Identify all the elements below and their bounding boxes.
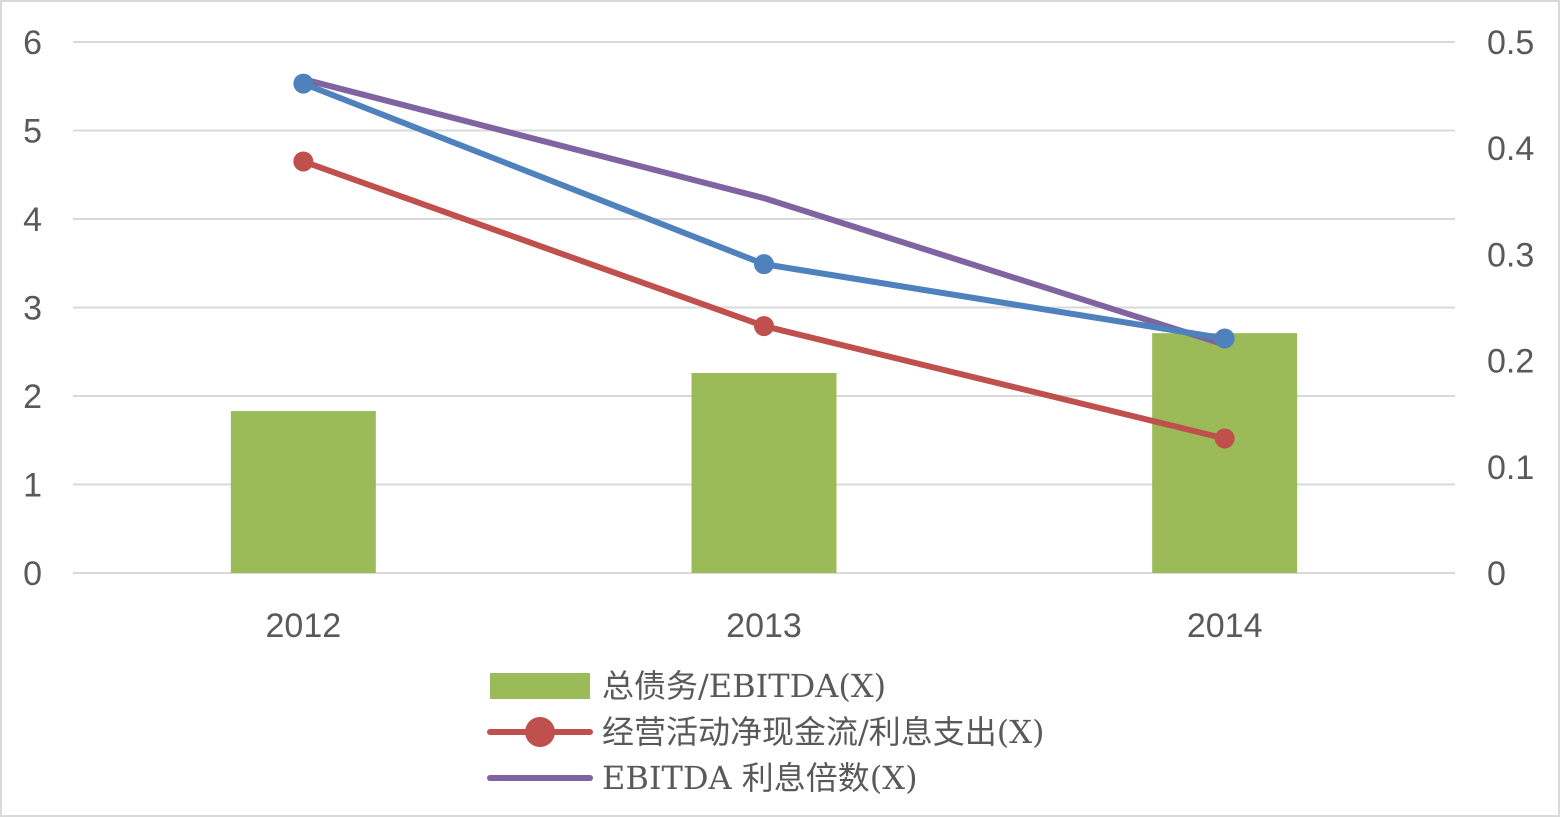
legend: 总债务/EBITDA(X) 经营活动净现金流/利息支出(X) EBITDA 利息倍数… [487, 667, 1045, 797]
data-point [754, 254, 774, 275]
legend-marker [525, 717, 555, 747]
line-series [293, 73, 1235, 449]
bar [1152, 333, 1298, 573]
y-right-tick-label: 0.3 [1487, 236, 1534, 274]
legend-label: 总债务/EBITDA(X) [602, 667, 886, 705]
y-left-tick-label: 2 [23, 378, 42, 416]
legend-label: EBITDA 利息倍数(X) [602, 759, 918, 797]
legend-label: 经营活动净现金流/利息支出(X) [602, 713, 1045, 751]
x-tick-label: 2013 [726, 607, 802, 645]
y-left-tick-label: 5 [23, 113, 42, 151]
y-right-tick-label: 0.2 [1487, 343, 1534, 381]
bar [691, 372, 837, 573]
x-tick-label: 2014 [1187, 607, 1263, 645]
series-line [300, 76, 1228, 348]
data-point [293, 73, 314, 94]
data-point [1214, 428, 1235, 449]
y-right-tick-label: 0.4 [1487, 130, 1534, 168]
y-left-tick-label: 4 [23, 201, 42, 239]
y-left-tick-label: 1 [23, 467, 42, 505]
bar-series [230, 333, 1298, 573]
y-right-tick-label: 0 [1487, 555, 1506, 593]
y-right-tick-label: 0.5 [1487, 24, 1534, 62]
x-tick-label: 2012 [266, 607, 342, 645]
y-left-tick-label: 3 [23, 290, 42, 328]
axis-labels: 0 1 2 3 4 5 6 0 0.1 0.2 0.3 0.4 0.5 2012 2013 2014 [23, 24, 1534, 645]
data-point [1214, 328, 1235, 349]
legend-swatch [490, 673, 590, 699]
y-right-tick-label: 0.1 [1487, 449, 1534, 487]
data-point [754, 316, 774, 337]
bar [230, 411, 376, 573]
y-left-tick-label: 6 [23, 24, 42, 62]
data-point [293, 151, 314, 172]
y-left-tick-label: 0 [23, 555, 42, 593]
